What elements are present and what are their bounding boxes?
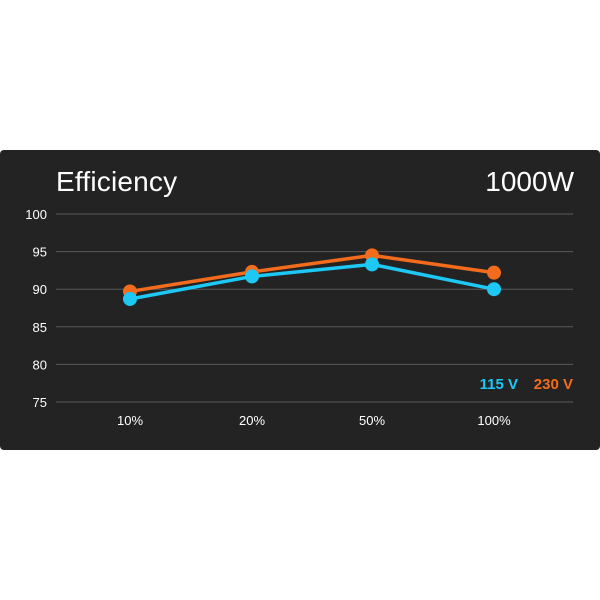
series-line [128,262,496,301]
series-line [128,253,496,294]
legend-entry: 115 V [480,376,518,393]
legend-entry: 230 V [534,376,573,393]
y-tick-label: 90 [33,282,47,297]
x-tick-label: 10% [117,413,143,428]
data-point [365,257,379,272]
x-tick-label: 100% [477,413,511,428]
wattage-label: 1000W [485,166,574,197]
y-tick-label: 100 [25,207,47,222]
data-point [487,265,501,280]
series-0 [123,257,501,306]
y-tick-label: 95 [33,245,47,260]
x-tick-label: 20% [239,413,265,428]
legend: 115 V 230 V [480,376,573,393]
y-tick-label: 80 [33,357,47,372]
grid-layer [56,213,573,403]
series-layer [123,248,501,306]
data-point [123,291,137,306]
y-axis-ticks: 100 95 90 85 80 75 [25,207,47,410]
data-point [245,269,259,284]
y-tick-label: 85 [33,320,47,335]
x-tick-label: 50% [359,413,385,428]
chart-title: Efficiency [56,166,178,197]
chart-card [0,150,600,450]
x-axis-ticks: 10% 20% 50% 100% [117,413,511,428]
y-tick-label: 75 [33,395,47,410]
data-point [487,282,501,297]
